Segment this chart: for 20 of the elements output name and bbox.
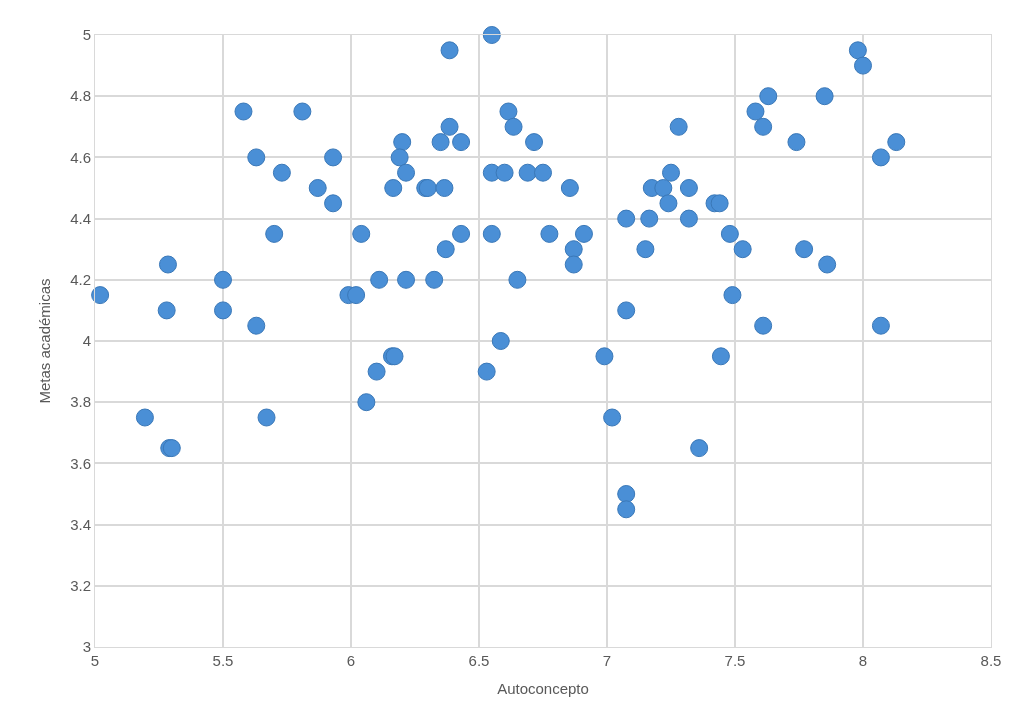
x-tick-label: 6 — [346, 652, 356, 669]
y-tick-label: 3.8 — [70, 393, 91, 411]
x-tick-label: 8 — [858, 652, 868, 669]
x-tick-label: 6.5 — [468, 652, 490, 669]
y-tick-label: 3.4 — [70, 515, 91, 533]
y-tick-label: 4.2 — [70, 271, 91, 289]
x-tick-label: 5.5 — [212, 652, 234, 669]
y-tick-label: 3.6 — [70, 454, 91, 472]
x-tick-label: 8.5 — [980, 652, 1002, 669]
y-tick-label: 5 — [82, 26, 91, 44]
y-tick-label: 3.2 — [70, 577, 91, 595]
y-tick-label: 4 — [82, 332, 91, 350]
x-tick-label: 7.5 — [724, 652, 746, 669]
y-tick-label: 4.4 — [70, 209, 91, 227]
y-tick-label: 4.6 — [70, 148, 91, 166]
y-axis-title: Metas académicas — [36, 278, 54, 404]
x-tick-label: 7 — [602, 652, 612, 669]
x-axis-title: Autoconcepto — [497, 680, 589, 697]
y-tick-label: 4.8 — [70, 87, 91, 105]
y-tick-label: 3 — [82, 638, 91, 656]
